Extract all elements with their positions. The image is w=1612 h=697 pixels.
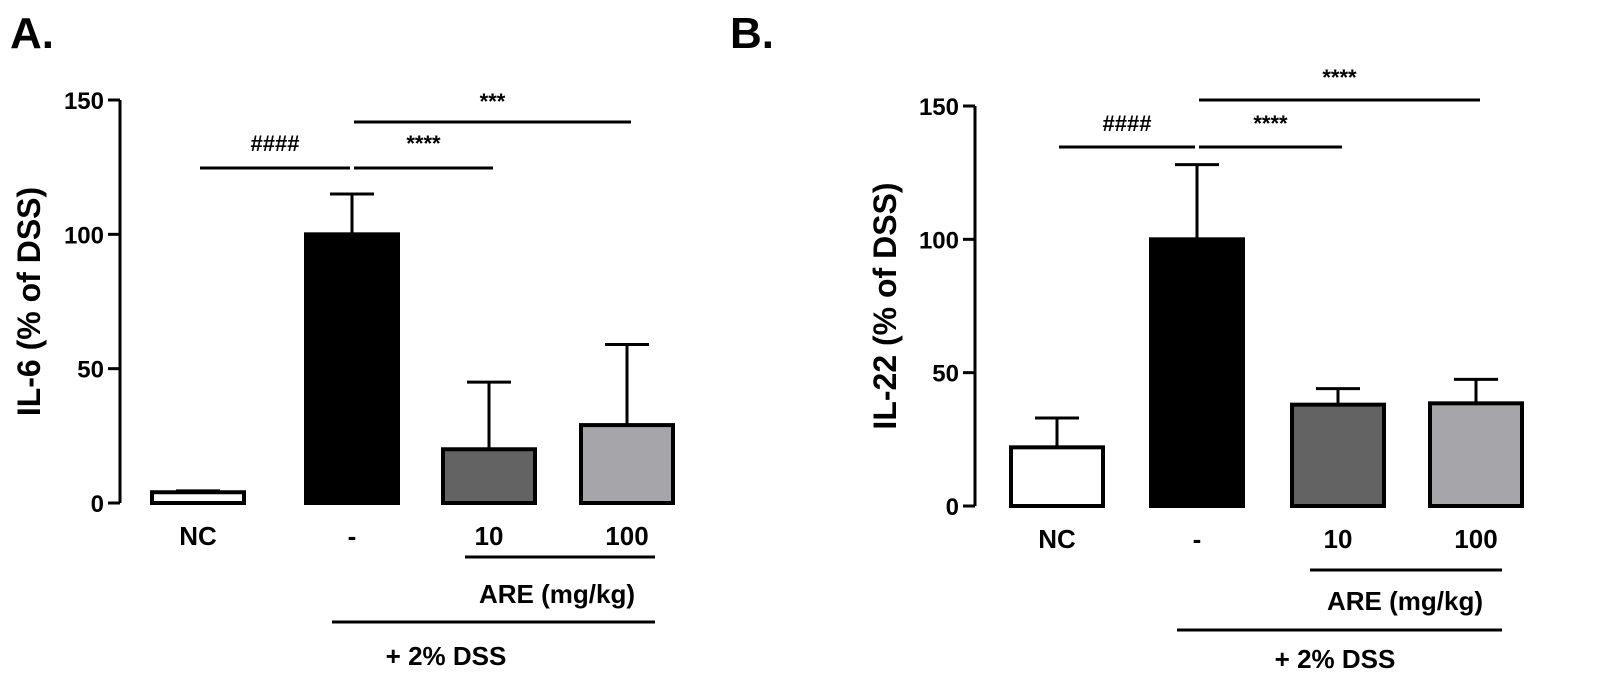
y-tick-label: 0	[946, 494, 959, 521]
bar-3	[1428, 401, 1524, 509]
significance-label: ####	[1103, 111, 1152, 136]
x-tick-label: 10	[1324, 524, 1353, 554]
y-axis-label: IL-22 (% of DSS)	[867, 182, 903, 429]
x-tick-label: 100	[1454, 524, 1497, 554]
bar-0	[150, 490, 246, 505]
y-tick-label: 100	[64, 222, 104, 249]
x-tick-label: NC	[179, 521, 217, 551]
model-group-label: + 2% DSS	[386, 641, 507, 671]
model-group-label: + 2% DSS	[1275, 644, 1396, 674]
bar-1	[304, 232, 400, 505]
x-tick-label: -	[1193, 524, 1202, 554]
y-tick-label: 150	[64, 88, 104, 115]
significance-label: ****	[1322, 65, 1357, 90]
x-tick-label: 100	[605, 521, 648, 551]
y-tick-label: 100	[919, 227, 959, 254]
bar-2	[441, 447, 537, 505]
y-tick-label: 150	[919, 94, 959, 121]
bar-1	[1149, 237, 1245, 508]
y-tick-label: 50	[932, 361, 959, 388]
x-tick-label: 10	[475, 521, 504, 551]
x-tick-label: NC	[1038, 524, 1076, 554]
significance-label: ****	[1253, 111, 1288, 136]
panel-label: A.	[10, 9, 54, 58]
x-tick-label: -	[348, 521, 357, 551]
bar-2	[1290, 402, 1386, 508]
panel-b: B. IL-22 (% of DSS) 0 50 100 150 NC - 10 100 #### *…	[730, 9, 1524, 674]
y-axis-label: IL-6 (% of DSS)	[11, 187, 47, 416]
significance-label: ****	[406, 131, 441, 156]
panel-label: B.	[730, 9, 774, 58]
bar-3	[579, 423, 675, 505]
significance-label: ***	[480, 89, 506, 114]
treatment-group-label: ARE (mg/kg)	[1327, 586, 1483, 616]
y-tick-label: 50	[77, 357, 104, 384]
y-tick-label: 0	[91, 491, 104, 518]
panel-a: A. IL-6 (% of DSS) 0 50 100 150 NC - 10 100 #### **…	[10, 9, 675, 671]
treatment-group-label: ARE (mg/kg)	[479, 579, 635, 609]
significance-label: ####	[251, 131, 300, 156]
bar-0	[1009, 445, 1105, 509]
